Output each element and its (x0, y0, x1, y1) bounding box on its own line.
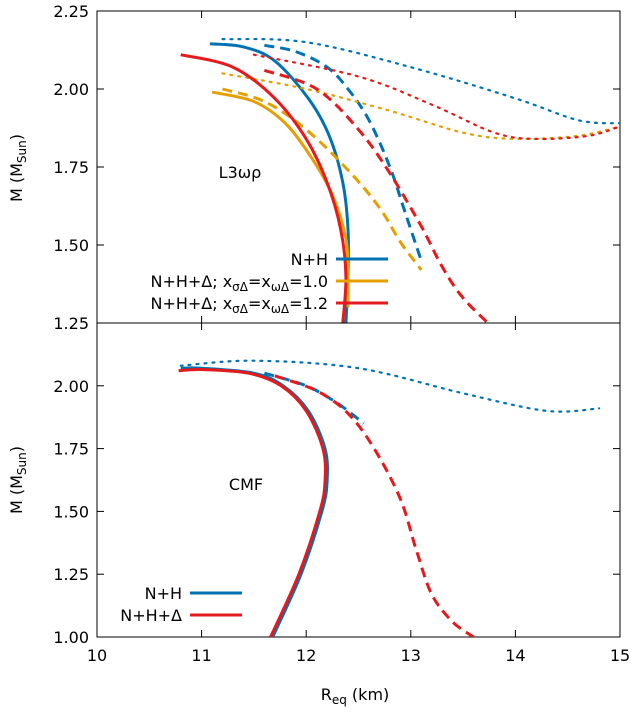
legend-label-sub: σΔ (232, 280, 249, 294)
bottom-legend-label-0: N+H (145, 584, 182, 603)
bottom-xtick-label: 12 (296, 646, 316, 665)
legend-label-main: N+H+Δ; x (150, 294, 232, 313)
x-axis-title-unit: (km) (347, 685, 389, 704)
bottom-legend: N+H N+H+Δ (120, 584, 242, 625)
y-axis-title-top: M (MSun) (7, 134, 29, 202)
y-axis-title-top-main: M (M (7, 163, 26, 202)
bottom-ytick-label: 1.75 (53, 440, 89, 459)
legend-label-main: N+H+Δ (120, 606, 182, 625)
bottom-xtick-label: 15 (610, 646, 630, 665)
top-legend: N+HN+H+Δ; xσΔ=xωΔ=1.0N+H+Δ; xσΔ=xωΔ=1.2 (150, 250, 388, 316)
y-axis-title-bottom-sub: Sun (15, 452, 29, 475)
top-legend-label-2: N+H+Δ; xσΔ=xωΔ=1.2 (150, 294, 328, 316)
bottom-xtick-label: 11 (191, 646, 211, 665)
top-legend-label-1: N+H+Δ; xσΔ=xωΔ=1.0 (150, 272, 328, 294)
top-ytick-label: 1.50 (53, 236, 89, 255)
bottom-xtick-label: 13 (401, 646, 421, 665)
top-series-group (180, 37, 620, 323)
legend-label-main: N+H (291, 250, 328, 269)
y-axis-title-top-close: ) (7, 134, 26, 140)
bottom-ytick-label: 1.25 (53, 565, 89, 584)
top-series-8-dotted-curve (252, 53, 620, 141)
legend-label-mid: =x (248, 272, 271, 291)
x-axis-title-main: R (321, 685, 332, 704)
bottom-series-group (178, 359, 601, 637)
bottom-xtick-label: 14 (505, 646, 525, 665)
legend-label-mid: =x (248, 294, 271, 313)
top-series-3-solid-curve (211, 90, 350, 308)
top-ytick-label: 1.75 (53, 158, 89, 177)
top-legend-label-0: N+H (291, 250, 328, 269)
bottom-xtick-label: 10 (87, 646, 107, 665)
top-series-7-dashed-curve (263, 68, 491, 323)
legend-label-end: =1.2 (289, 294, 328, 313)
legend-label-sub: σΔ (232, 302, 249, 316)
bottom-series-4-dashed-curve (274, 374, 475, 637)
bottom-ytick-label: 1.50 (53, 502, 89, 521)
y-axis-title-bottom-close: ) (7, 446, 26, 452)
top-panel-label: L3ωρ (219, 163, 262, 182)
legend-label-main: N+H+Δ; x (150, 272, 232, 291)
bottom-ytick-label: 2.00 (53, 377, 89, 396)
y-axis-title-bottom-main: M (M (7, 475, 26, 514)
bottom-legend-label-1: N+H+Δ (120, 606, 182, 625)
top-series-2-dotted-curve (221, 37, 620, 125)
bottom-plot-frame (96, 322, 621, 638)
legend-label-sub: ωΔ (271, 280, 290, 294)
bottom-series-3-solid-curve (178, 367, 327, 637)
legend-label-sub: ωΔ (271, 302, 290, 316)
y-axis-title-top-sub: Sun (15, 140, 29, 163)
top-ytick-label: 2.25 (53, 2, 89, 21)
bottom-series-2-dotted-curve (179, 359, 601, 413)
top-series-1-dashed-curve (264, 43, 423, 262)
bottom-panel-label: CMF (229, 475, 263, 494)
top-ytick-label: 2.00 (53, 80, 89, 99)
top-series-4-dashed-curve (222, 87, 423, 271)
bottom-ytick-label: 1.00 (53, 628, 89, 647)
legend-label-main: N+H (145, 584, 182, 603)
top-series-6-solid-curve (180, 53, 348, 323)
x-axis-title: Req (km) (321, 685, 390, 707)
legend-label-end: =1.0 (289, 272, 328, 291)
y-axis-title-bottom: M (MSun) (7, 446, 29, 514)
x-axis-title-sub: eq (332, 693, 347, 707)
top-ytick-label: 1.25 (53, 314, 89, 333)
